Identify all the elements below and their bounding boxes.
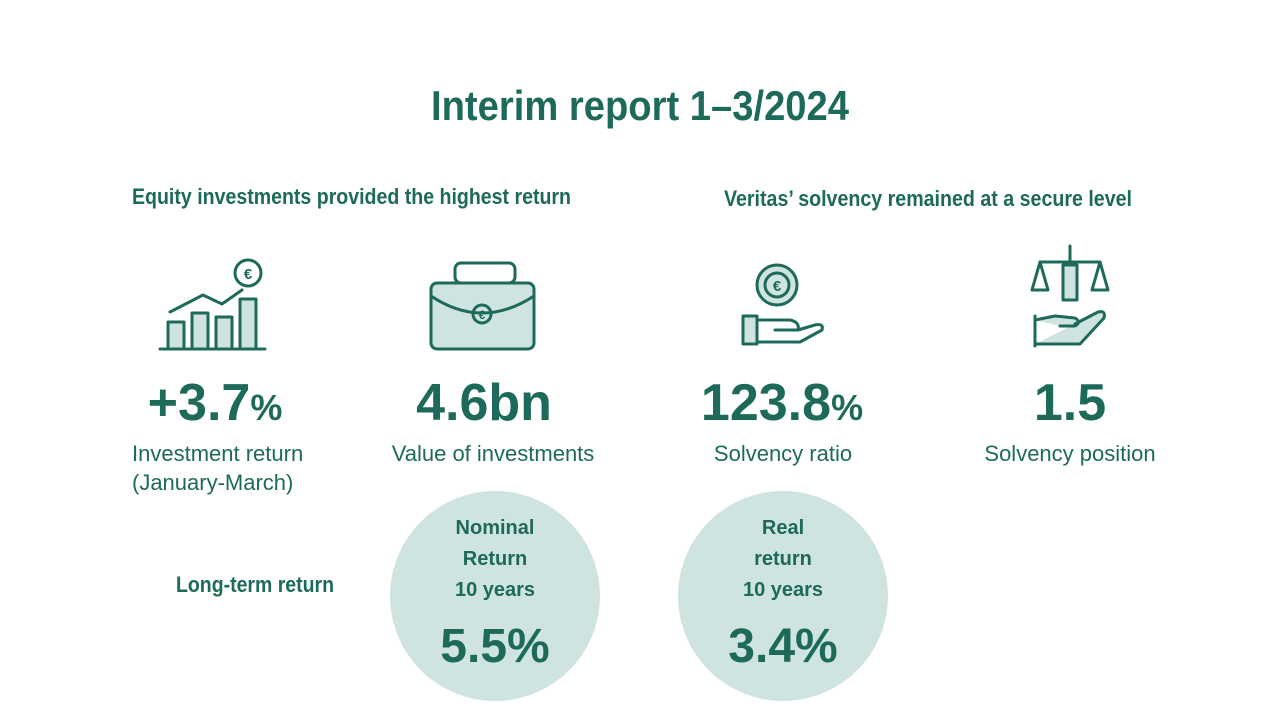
kpi-value: 4.6bn xyxy=(416,374,552,432)
long-term-label: Long-term return xyxy=(176,572,334,597)
icon-briefcase: € xyxy=(429,261,536,351)
section-heading: Veritas’ solvency remained at a secure l… xyxy=(724,186,1132,211)
circle-caption: 10 years xyxy=(455,579,535,601)
kpi-label: Solvency position xyxy=(984,441,1155,466)
kpi-value: 123.8% xyxy=(701,374,863,432)
circle-caption: 10 years xyxy=(743,579,823,601)
icon-hand-coin: € xyxy=(741,263,824,346)
icon-glyph: € xyxy=(773,278,782,295)
icon-scales xyxy=(1030,244,1110,348)
circle-caption: return xyxy=(754,548,812,570)
long-term-circles: Nominal Return 10 years 5.5% Real return 10 ye… xyxy=(390,491,888,701)
return-circle xyxy=(390,491,600,701)
kpi-label: Value of investments xyxy=(392,441,595,466)
circle-caption: Real xyxy=(762,517,804,539)
icon-growth: € xyxy=(158,258,267,351)
circle-caption: Nominal xyxy=(456,517,535,539)
title: Interim report 1–3/2024 xyxy=(431,82,850,129)
return-circle xyxy=(678,491,888,701)
kpi-label: Solvency ratio xyxy=(714,441,852,466)
icon-glyph: € xyxy=(479,308,486,322)
icon-glyph: € xyxy=(244,266,253,283)
circle-caption: Return xyxy=(463,548,527,570)
kpi-label: Investment return xyxy=(132,441,303,466)
kpi-value: +3.7% xyxy=(148,374,283,432)
kpi-label: (January-March) xyxy=(132,470,293,495)
kpi-value: 1.5 xyxy=(1034,374,1106,432)
section-heading: Equity investments provided the highest … xyxy=(132,184,571,209)
circle-value: 5.5% xyxy=(440,620,549,673)
circle-value: 3.4% xyxy=(728,620,837,673)
